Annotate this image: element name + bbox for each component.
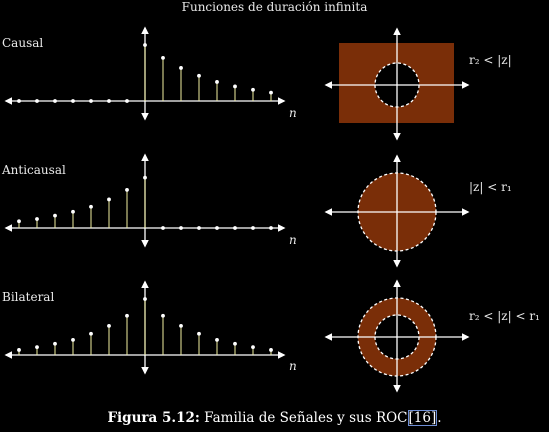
row-label-bilateral: Bilateral (2, 290, 55, 304)
sample-point-n-4 (71, 337, 75, 342)
sample-point-n-1 (125, 188, 129, 192)
page-title: Funciones de duración infinita (181, 0, 368, 14)
caption-prefix: Figura 5.12: (107, 410, 200, 426)
sample-point-n7 (269, 226, 273, 230)
sample-point-n0 (143, 43, 147, 47)
roc-region-disk (324, 154, 470, 268)
sample-point-n-7 (17, 219, 21, 224)
sample-point-n1 (161, 55, 165, 60)
sample-point-n7 (269, 90, 273, 95)
sample-point-n-7 (17, 99, 21, 103)
sample-point-n0 (143, 175, 147, 180)
sample-point-n5 (233, 84, 237, 89)
sample-point-n6 (251, 345, 255, 350)
citation-link[interactable]: [16] (407, 410, 438, 426)
sample-point-n-6 (35, 217, 39, 221)
sample-point-n-3 (89, 99, 93, 103)
sample-point-n4 (215, 226, 219, 230)
sample-point-n-2 (107, 99, 111, 103)
sample-point-n1 (161, 313, 165, 318)
stem-plot-anticausal (4, 153, 286, 248)
caption-suffix: . (437, 410, 442, 426)
sample-point-n-6 (35, 345, 39, 350)
roc-condition-anticausal: |z| < r₁ (469, 180, 512, 194)
sample-point-n-5 (53, 341, 57, 346)
sample-point-n-5 (53, 213, 57, 218)
roc-condition-bilateral: r₂ < |z| < r₁ (469, 309, 540, 323)
axis-label-n-anticausal: n (289, 233, 297, 247)
sample-point-n3 (197, 226, 201, 230)
caption-text: Familia de Señales y sus ROC (204, 410, 408, 426)
axis-label-n-bilateral: n (289, 359, 297, 373)
sample-point-n7 (269, 348, 273, 352)
sample-point-n-5 (53, 99, 57, 103)
sample-point-n6 (251, 226, 255, 230)
sample-point-n-2 (107, 323, 111, 328)
stem-plot-causal (4, 26, 286, 121)
sample-point-n-6 (35, 99, 39, 103)
stem-plot-bilateral (4, 280, 286, 375)
row-label-anticausal: Anticausal (2, 163, 66, 177)
figure-caption: Figura 5.12: Familia de Señales y sus RO… (0, 410, 549, 426)
sample-point-n-1 (125, 313, 129, 318)
sample-point-n-3 (89, 204, 93, 209)
sample-point-n2 (179, 226, 183, 230)
sample-point-n4 (215, 80, 219, 84)
sample-point-n5 (233, 341, 237, 346)
sample-point-n-2 (107, 197, 111, 202)
sample-point-n1 (161, 226, 165, 230)
sample-point-n-3 (89, 331, 93, 336)
roc-region-annulus (324, 279, 470, 393)
sample-point-n-4 (71, 209, 75, 214)
roc-condition-causal: r₂ < |z| (469, 53, 512, 67)
sample-point-n3 (197, 73, 201, 78)
sample-point-n4 (215, 337, 219, 342)
roc-region-rect-minus-disk (324, 27, 470, 141)
sample-point-n-7 (17, 348, 21, 352)
sample-point-n2 (179, 323, 183, 328)
axis-label-n-causal: n (289, 106, 297, 120)
sample-point-n3 (197, 331, 201, 336)
sample-point-n-4 (71, 99, 75, 103)
sample-point-n0 (143, 297, 147, 301)
sample-point-n-1 (125, 99, 129, 103)
sample-point-n5 (233, 226, 237, 230)
row-label-causal: Causal (2, 36, 44, 50)
sample-point-n6 (251, 87, 255, 92)
sample-point-n2 (179, 66, 183, 70)
